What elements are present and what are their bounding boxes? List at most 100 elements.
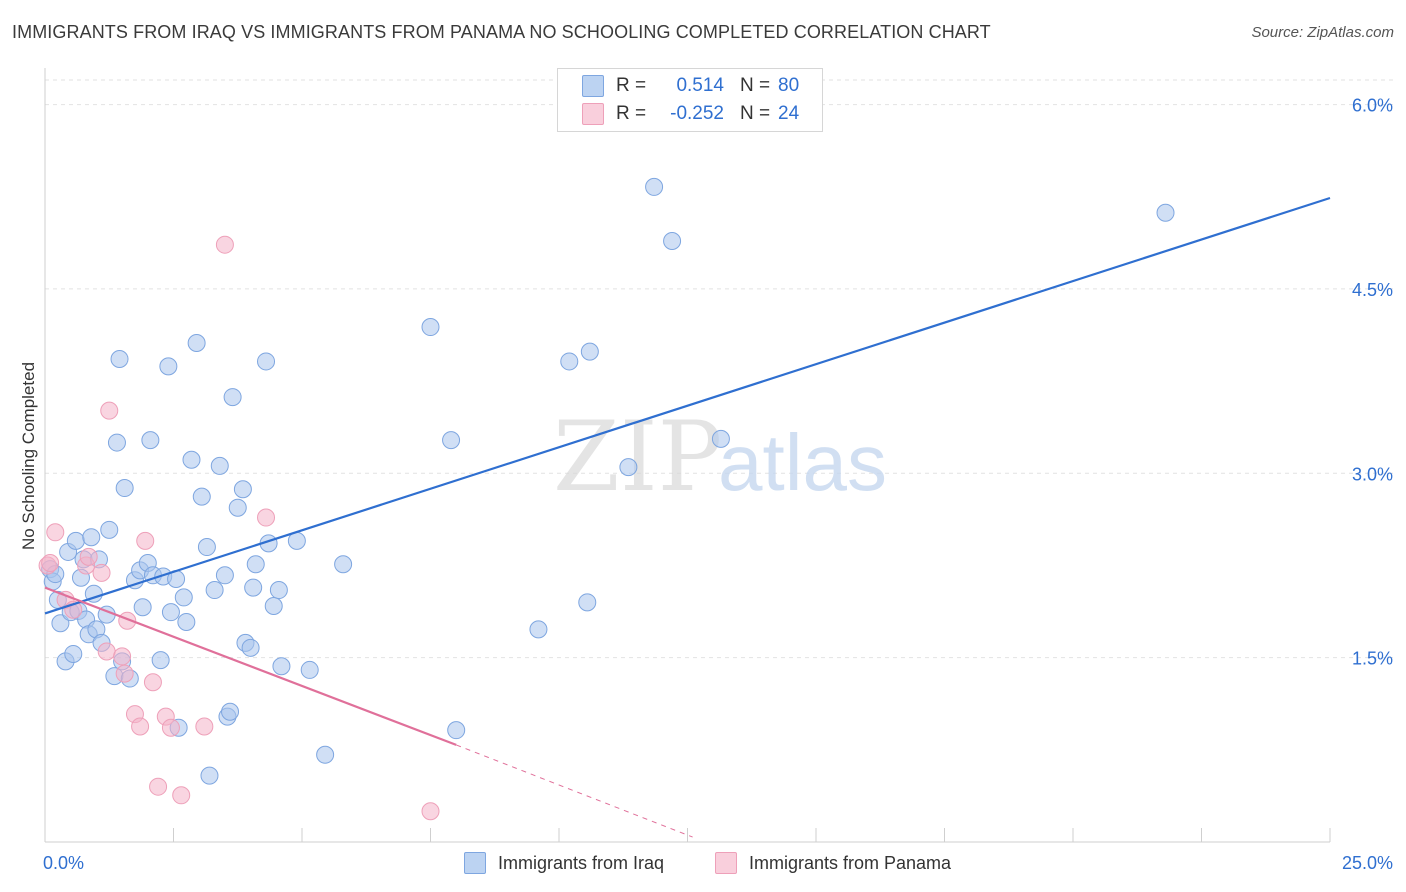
y-tick-label: 1.5% [1352,649,1393,669]
iraq-point [221,702,240,721]
iraq-point [64,644,83,663]
iraq-point [228,498,247,517]
panama-point [92,563,111,582]
bottom-legend-iraq: Immigrants from Iraq [464,852,664,874]
panama-trendline-extension [456,744,693,838]
trendlines [44,196,1331,838]
iraq-point [115,479,134,498]
iraq-point [197,538,216,557]
panama-point [79,547,98,566]
bottom-legend-label-panama: Immigrants from Panama [749,852,952,873]
iraq-point [272,657,291,676]
legend-row-panama: R = -0.252 N = 24 [582,102,799,126]
panama-point [172,786,191,805]
chart-title: IMMIGRANTS FROM IRAQ VS IMMIGRANTS FROM … [12,22,991,42]
iraq-point [447,721,466,740]
bottom-legend-swatch-iraq [464,852,486,874]
panama-point [97,642,116,661]
iraq-point [82,528,101,547]
iraq-point [161,603,180,622]
x-tick-label: 25.0% [1342,853,1393,873]
panama-point [149,777,168,796]
correlation-legend: R = 0.514 N = 80 R = -0.252 N = 24 [557,68,823,132]
panama-point [115,664,134,683]
iraq-point [187,334,206,353]
iraq-point [1156,203,1175,222]
iraq-point [159,357,178,376]
iraq-point [663,232,682,251]
panama-trendline [44,586,457,746]
tick-labels: 1.5% 3.0% 4.5% 6.0% 0.0% 25.0% [43,96,1393,873]
y-tick-label: 4.5% [1352,280,1393,300]
legend-swatch-panama [582,103,604,125]
panama-point [100,401,119,420]
panama-point [195,717,214,736]
iraq-point [300,660,319,679]
iraq-point [711,429,730,448]
iraq-point [619,458,638,477]
panama-point [136,531,155,550]
watermark-atlas: atlas [718,418,887,507]
iraq-point [233,480,252,499]
iraq-point [51,614,70,633]
watermark-zip: ZIP [553,401,722,513]
panama-point [215,235,234,254]
bottom-legend-swatch-panama [715,852,737,874]
y-tick-label: 6.0% [1352,96,1393,116]
legend-swatch-iraq [582,75,604,97]
panama-point [113,647,132,666]
iraq-point [205,581,224,600]
iraq-point [246,555,265,574]
iraq-point [66,531,85,550]
legend-r-label: R = [616,103,647,124]
legend-r-value: 0.514 [676,75,724,96]
iraq-point [210,456,229,475]
iraq-point [580,342,599,361]
legend-n-value: 24 [778,103,800,124]
legend-r-label: R = [616,75,647,96]
panama-point [421,802,440,821]
iraq-point [110,349,129,368]
iraq-point [182,450,201,469]
iraq-point [174,588,193,607]
iraq-point [421,318,440,337]
iraq-point [177,613,196,632]
legend-n-label: N = [740,75,771,96]
bottom-legend-label-iraq: Immigrants from Iraq [498,852,665,873]
panama-point [41,554,60,573]
bottom-legend-panama: Immigrants from Panama [715,852,951,874]
iraq-point [316,745,335,764]
iraq-point [192,487,211,506]
y-tick-label: 3.0% [1352,464,1393,484]
iraq-point [133,598,152,617]
gridlines [45,79,1395,659]
iraq-point [107,433,126,452]
legend-n-value: 80 [778,75,800,96]
legend-row-iraq: R = 0.514 N = 80 [582,74,799,98]
panama-point [46,523,65,542]
iraq-point [151,651,170,670]
iraq-trendline [44,196,1331,615]
iraq-point [200,766,219,785]
iraq-point [241,638,260,657]
iraq-point [244,578,263,597]
iraq-point [529,620,548,639]
panama-point [161,718,180,737]
source-credit: Source: ZipAtlas.com [1251,24,1394,41]
iraq-point [215,566,234,585]
axes [44,68,1331,843]
iraq-point [334,555,353,574]
panama-point [131,717,150,736]
iraq-point [264,597,283,616]
x-tick-label: 0.0% [43,853,84,873]
panama-point [257,508,276,527]
legend-n-label: N = [740,103,771,124]
iraq-point [578,593,597,612]
panama-points [38,235,440,821]
iraq-point [257,352,276,371]
iraq-point [269,581,288,600]
iraq-point [645,177,664,196]
iraq-point [442,431,461,450]
